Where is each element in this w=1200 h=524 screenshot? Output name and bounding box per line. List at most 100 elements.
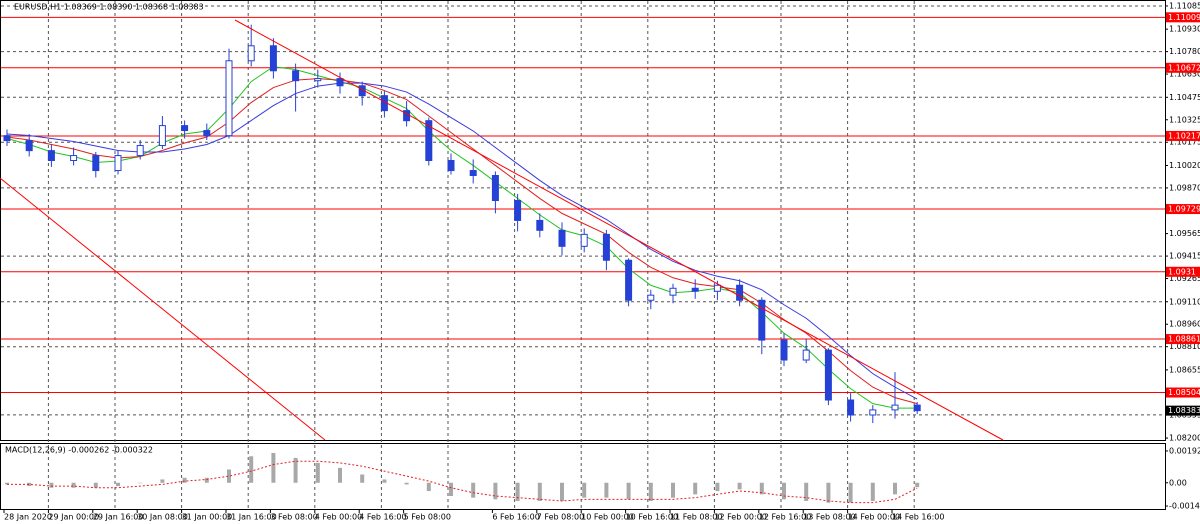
- candle-body: [114, 155, 122, 172]
- macd-bar: [138, 482, 143, 484]
- y-tick-label: 1.10630: [1169, 70, 1200, 79]
- macd-bar: [870, 482, 875, 501]
- candle-body: [758, 299, 766, 341]
- macd-bar: [360, 474, 365, 483]
- last-price-box: [1166, 405, 1200, 416]
- y-tick-label: 1.10020: [1169, 161, 1200, 170]
- level-label-box: [1166, 387, 1200, 398]
- x-tick-label: 4 Feb 16:00: [359, 513, 406, 522]
- candle-body: [469, 170, 477, 176]
- candle-body: [225, 60, 233, 137]
- y-tick-label: 1.10175: [1169, 138, 1200, 147]
- level-label: 1.0931: [1168, 267, 1196, 276]
- x-tick-label: 3 Feb 08:00: [270, 513, 317, 522]
- candle-body: [247, 45, 255, 62]
- candle-body: [602, 233, 610, 261]
- candle-body: [869, 409, 877, 416]
- level-label-box: [1166, 130, 1200, 141]
- x-tick-label: 12 Feb 16:00: [759, 513, 811, 522]
- level-label-box: [1166, 266, 1200, 277]
- macd-bar: [626, 482, 631, 500]
- level-label-box: [1166, 204, 1200, 215]
- macd-bar: [537, 482, 542, 501]
- candle-body: [824, 349, 832, 401]
- x-tick-label: 28 Jan 2020: [4, 513, 52, 522]
- candle-body: [713, 284, 721, 292]
- chart-title: EURUSD,H1 1.08369 1.08390 1.08368 1.0838…: [14, 3, 204, 12]
- macd-bar: [804, 482, 809, 501]
- trend-line: [0, 177, 326, 441]
- grid: [1, 1, 1165, 509]
- y-tick-label: 1.10325: [1169, 115, 1200, 124]
- x-tick-label: 29 Jan 00:00: [48, 513, 99, 522]
- x-tick-label: 30 Jan 08:00: [137, 513, 188, 522]
- macd-frame: [0, 443, 1166, 510]
- y-tick-label: 1.09565: [1169, 229, 1200, 238]
- candle-body: [70, 155, 78, 162]
- macd-bar: [382, 479, 387, 483]
- candle-body: [736, 284, 744, 301]
- x-tick-label: 29 Jan 16:00: [93, 513, 144, 522]
- moving-average: [6, 66, 918, 409]
- x-tick-label: 6 Feb 16:00: [492, 513, 539, 522]
- candle-body: [447, 160, 455, 172]
- x-tick-label: 4 Feb 00:00: [315, 513, 362, 522]
- macd-bar: [915, 482, 920, 488]
- macd-bar: [693, 482, 698, 495]
- level-label: 1.11009: [1168, 13, 1200, 22]
- candle-body: [691, 287, 699, 292]
- candle-body: [203, 130, 211, 137]
- x-tick-label: 10 Feb 16:00: [626, 513, 678, 522]
- macd-bar: [249, 456, 254, 483]
- candle-body: [514, 200, 522, 221]
- macd-bar: [426, 482, 431, 492]
- level-label: 1.09729: [1168, 205, 1200, 214]
- level-label: 1.10217: [1168, 131, 1200, 140]
- candle-body: [336, 78, 344, 87]
- y-tick-label: 1.10930: [1169, 25, 1200, 34]
- moving-average: [6, 82, 918, 400]
- axes: 1.11085 1.10930 1.10780 1.10630 1.10475 1.103…: [3, 1, 1200, 522]
- macd-bar: [848, 482, 853, 503]
- y-tick-label: 1.09110: [1169, 297, 1200, 306]
- y-tick-label: 1.08655: [1169, 365, 1200, 374]
- macd-bar: [560, 482, 564, 501]
- y-tick-label: 0.001921: [1169, 446, 1200, 455]
- candle-body: [269, 45, 277, 72]
- x-tick-label: 31 Jan 00:00: [182, 513, 233, 522]
- price-frame: [0, 0, 1166, 441]
- y-tick-label: 1.10780: [1169, 47, 1200, 56]
- y-tick-label: 1.08200: [1169, 434, 1200, 443]
- level-label-box: [1166, 62, 1200, 73]
- trend-line: [234, 19, 1004, 441]
- candle-body: [625, 259, 633, 301]
- macd-bar: [204, 477, 209, 483]
- marks: [1, 16, 1165, 504]
- macd-bar: [759, 482, 764, 495]
- candle-body: [136, 145, 144, 157]
- candle-body: [47, 150, 55, 162]
- macd-bar: [782, 482, 786, 500]
- y-tick-label: 1.09265: [1169, 274, 1200, 283]
- macd-bar: [404, 482, 409, 485]
- candle-body: [780, 339, 788, 361]
- macd-bar: [27, 482, 32, 487]
- macd-bar: [582, 482, 587, 498]
- macd-bar: [471, 482, 476, 498]
- candle-body: [558, 229, 566, 247]
- x-tick-label: 14 Feb 00:00: [848, 513, 900, 522]
- macd-bar: [71, 482, 76, 488]
- x-tick-label: 5 Feb 08:00: [404, 513, 451, 522]
- y-tick-label: 1.11085: [1169, 1, 1200, 10]
- y-tick-label: 1.09870: [1169, 183, 1200, 192]
- macd-bar: [604, 482, 609, 498]
- macd-title: MACD(12,26,9) -0.000262 -0.000322: [5, 446, 153, 455]
- candle-body: [158, 125, 166, 147]
- macd-bar: [648, 482, 653, 501]
- macd-bar: [893, 482, 897, 495]
- candle-body: [669, 287, 677, 296]
- candle-body: [25, 140, 33, 152]
- y-tick-label: 1.08810: [1169, 342, 1200, 351]
- x-tick-label: 11 Feb 08:00: [670, 513, 722, 522]
